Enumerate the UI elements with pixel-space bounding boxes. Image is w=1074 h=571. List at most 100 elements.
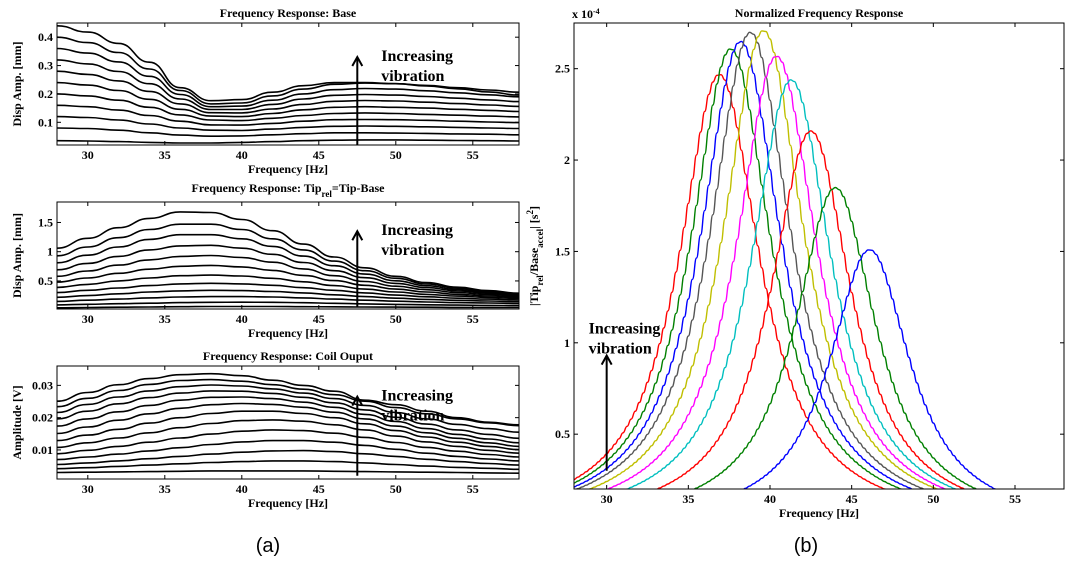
x-tick-label: 50 bbox=[390, 148, 402, 162]
chart-title: Frequency Response: Base bbox=[220, 6, 357, 20]
y-tick-label: 0.4 bbox=[38, 30, 53, 44]
annotation-text-line2: vibration bbox=[589, 341, 652, 358]
x-tick-label: 50 bbox=[390, 312, 402, 326]
y-tick-label: 1.5 bbox=[555, 244, 570, 258]
series-line-8 bbox=[57, 254, 519, 297]
y-axis-label: |Tiprel/Baseaccel| [s2] bbox=[525, 206, 545, 306]
series-line-13 bbox=[57, 372, 519, 426]
series-line-1 bbox=[57, 305, 519, 309]
y-axis-label-part: rel bbox=[535, 275, 545, 286]
x-tick-label: 55 bbox=[467, 312, 479, 326]
x-tick-label: 35 bbox=[682, 492, 694, 506]
series-line-8 bbox=[57, 402, 519, 448]
series-line-7 bbox=[57, 264, 519, 298]
series-line-9 bbox=[57, 396, 519, 444]
x-tick-label: 50 bbox=[927, 492, 939, 506]
series-line-2 bbox=[57, 301, 519, 307]
y-tick-label: 2 bbox=[564, 153, 570, 167]
x-axis-label: Frequency [Hz] bbox=[248, 326, 328, 340]
x-tick-label: 40 bbox=[236, 312, 248, 326]
series-line-7 bbox=[57, 70, 519, 114]
y-axis-label: Amplitude [V] bbox=[10, 385, 24, 459]
y-tick-label: 0.03 bbox=[32, 378, 53, 392]
y-exponent-base: x 10 bbox=[572, 7, 593, 21]
y-tick-label: 0.01 bbox=[32, 443, 53, 457]
series-line-10 bbox=[57, 390, 519, 440]
x-tick-label: 40 bbox=[236, 148, 248, 162]
x-tick-label: 55 bbox=[1009, 492, 1021, 506]
series-line-4 bbox=[57, 439, 519, 462]
x-tick-label: 40 bbox=[764, 492, 776, 506]
chart-title-end: =Tip-Base bbox=[332, 181, 385, 195]
annotation-text-line2: vibration bbox=[381, 242, 444, 259]
series-group bbox=[574, 30, 997, 489]
annotation-arrow-head bbox=[351, 394, 364, 407]
chart-coil-output: 30 35 40 45 50 55 0.01 0.02 0.03 Frequency [Hz] Fr… bbox=[10, 349, 520, 510]
series-group bbox=[57, 372, 519, 474]
chart-title-sub: rel bbox=[322, 189, 333, 199]
series-line-4 bbox=[57, 289, 519, 303]
series-line-7 bbox=[57, 410, 519, 451]
series-line-8 bbox=[57, 59, 519, 111]
y-axis-label-part: |Tip bbox=[527, 285, 541, 306]
y-exponent-label: x 10-4 bbox=[572, 7, 600, 22]
y-axis-label-part: | [s bbox=[527, 214, 541, 229]
series-line-6 bbox=[57, 274, 519, 300]
x-tick-label: 35 bbox=[159, 148, 171, 162]
y-axis-label-part: accel bbox=[535, 228, 545, 247]
chart-tip-relative-displacement: 30 35 40 45 50 55 0.5 1 1.5 Frequency [Hz] Frequen… bbox=[10, 181, 520, 340]
series-line-3 bbox=[574, 40, 915, 489]
x-tick-label: 35 bbox=[159, 482, 171, 496]
series-line-10 bbox=[57, 36, 519, 105]
y-axis-label: Disp Amp. [mm] bbox=[10, 41, 24, 126]
series-line-3 bbox=[57, 449, 519, 466]
y-tick-label: 1 bbox=[564, 336, 570, 350]
series-line-11 bbox=[57, 384, 519, 433]
series-line-6 bbox=[57, 81, 519, 118]
chart-base-displacement: 30 35 40 45 50 55 0.1 0.2 0.3 0.4 Frequency [Hz] Fr… bbox=[10, 6, 520, 176]
y-tick-label: 0.1 bbox=[38, 115, 53, 129]
axes-box bbox=[56, 201, 520, 310]
series-line-12 bbox=[57, 378, 519, 427]
y-axis-label-part: /Base bbox=[527, 247, 541, 276]
annotation-text-line2: vibration bbox=[381, 68, 444, 85]
caption-a: (a) bbox=[256, 535, 280, 557]
series-line-7 bbox=[625, 79, 957, 489]
x-tick-label: 35 bbox=[159, 312, 171, 326]
annotation-arrow-head bbox=[351, 54, 364, 67]
series-line-11 bbox=[57, 25, 519, 102]
annotation-arrow-head bbox=[351, 229, 364, 241]
series-line-9 bbox=[57, 47, 519, 108]
annotation-text-line2: vibration bbox=[381, 408, 444, 425]
x-tick-label: 55 bbox=[467, 148, 479, 162]
series-line-6 bbox=[57, 419, 519, 454]
x-axis-label: Frequency [Hz] bbox=[779, 506, 859, 520]
x-tick-label: 45 bbox=[313, 482, 325, 496]
y-tick-label: 0.5 bbox=[555, 427, 570, 441]
x-tick-label: 40 bbox=[236, 482, 248, 496]
y-tick-label: 0.5 bbox=[38, 274, 53, 288]
x-tick-label: 30 bbox=[82, 482, 94, 496]
series-line-1 bbox=[574, 73, 887, 489]
x-tick-label: 50 bbox=[390, 482, 402, 496]
y-tick-label: 1 bbox=[47, 245, 53, 259]
annotation-text-line1: Increasing bbox=[381, 222, 453, 239]
x-tick-label: 30 bbox=[82, 312, 94, 326]
series-line-5 bbox=[57, 429, 519, 458]
y-axis-label-part: ] bbox=[527, 206, 541, 210]
axes-box bbox=[573, 22, 1065, 490]
series-line-9 bbox=[693, 186, 978, 489]
chart-normalized-frequency-response: 30 35 40 45 50 55 0.5 1 1.5 2 2.5 Frequency [Hz] Nor… bbox=[525, 6, 1065, 520]
series-line-8 bbox=[656, 130, 966, 489]
series-line-12 bbox=[57, 211, 519, 294]
series-line-10 bbox=[742, 249, 997, 489]
series-line-3 bbox=[57, 295, 519, 305]
x-tick-label: 55 bbox=[467, 482, 479, 496]
y-tick-label: 0.3 bbox=[38, 59, 53, 73]
chart-title: Normalized Frequency Response bbox=[735, 6, 904, 20]
series-group bbox=[57, 211, 519, 309]
axes-box bbox=[56, 22, 520, 146]
y-tick-label: 2.5 bbox=[555, 62, 570, 76]
chart-title-main: Frequency Response: Tip bbox=[192, 181, 322, 195]
